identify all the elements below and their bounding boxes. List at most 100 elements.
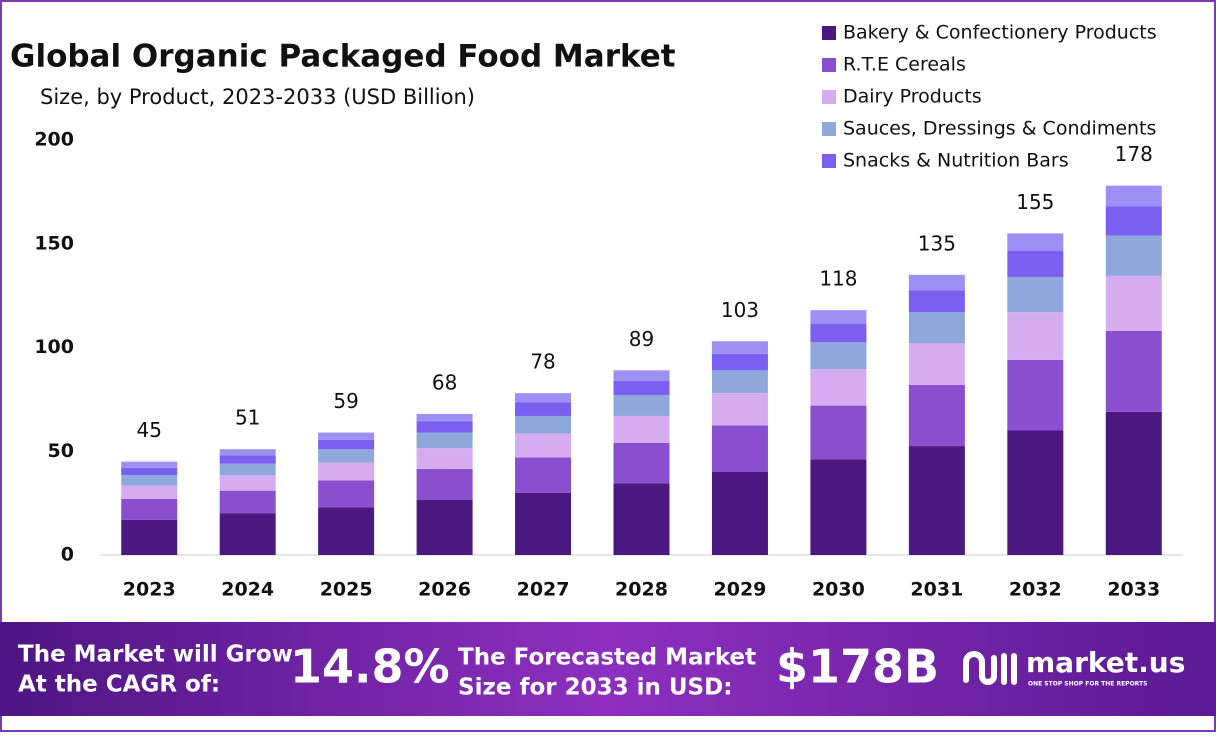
- bar-segment: [219, 455, 276, 464]
- bar-segment: [416, 413, 473, 422]
- forecast-label: Size for 2033 in USD:: [458, 675, 732, 701]
- bar-segment: [711, 425, 768, 472]
- bar-segment: [810, 310, 867, 324]
- bar-segment: [1105, 185, 1162, 207]
- y-tick-label: 50: [48, 440, 74, 462]
- bar-segment: [515, 415, 572, 434]
- bar-segment: [318, 432, 375, 440]
- x-tick-label: 2025: [320, 579, 373, 601]
- bar-segment: [515, 393, 572, 403]
- bar-segment: [219, 463, 276, 476]
- bar-segment: [810, 323, 867, 343]
- bar-segment: [121, 475, 178, 486]
- total-label: 45: [137, 418, 162, 442]
- bar-segment: [1007, 233, 1064, 252]
- bar-segment: [219, 513, 276, 555]
- legend-swatch: [822, 122, 836, 136]
- legend-label: Snacks & Nutrition Bars: [843, 150, 1069, 172]
- bar-segment: [810, 369, 867, 406]
- bar-segment: [908, 384, 965, 447]
- legend-swatch: [822, 58, 836, 72]
- cagr-value: 14.8%: [290, 640, 450, 694]
- x-tick-label: 2023: [123, 579, 176, 601]
- total-label: 155: [1016, 190, 1054, 214]
- total-label: 89: [629, 327, 654, 351]
- bar-segment: [121, 461, 178, 468]
- cagr-label: At the CAGR of:: [18, 672, 220, 698]
- total-label: 103: [721, 298, 759, 322]
- legend-label: Dairy Products: [843, 86, 982, 108]
- bar-segment: [908, 274, 965, 291]
- bar-segment: [1105, 235, 1162, 276]
- forecast-label: The Forecasted Market: [458, 645, 756, 671]
- bar-segment: [219, 475, 276, 491]
- bar-segment: [1105, 206, 1162, 236]
- cagr-label: The Market will Grow: [18, 642, 293, 668]
- bar-segment: [121, 519, 178, 555]
- bar-segment: [318, 462, 375, 481]
- bar-segment: [121, 485, 178, 499]
- bar-segment: [810, 459, 867, 555]
- brand-name: market.us: [1026, 646, 1185, 679]
- bar-segment: [1007, 312, 1064, 360]
- bar-segment: [1007, 430, 1064, 555]
- bar-segment: [219, 490, 276, 514]
- chart-title: Global Organic Packaged Food Market: [10, 39, 676, 75]
- legend-label: Bakery & Confectionery Products: [843, 22, 1157, 44]
- chart-subtitle: Size, by Product, 2023-2033 (USD Billion…: [40, 85, 475, 109]
- bar-segment: [318, 449, 375, 463]
- x-tick-label: 2032: [1009, 579, 1062, 601]
- bar-segment: [515, 402, 572, 416]
- total-label: 178: [1115, 142, 1153, 166]
- bar-segment: [613, 442, 670, 484]
- total-label: 135: [918, 231, 956, 255]
- bar-segment: [908, 312, 965, 344]
- bar-segment: [318, 480, 375, 508]
- bar-segment: [416, 421, 473, 433]
- bar-segment: [711, 393, 768, 426]
- total-label: 78: [530, 350, 555, 374]
- bar-segment: [711, 472, 768, 555]
- x-tick-label: 2024: [221, 579, 274, 601]
- bar-segment: [810, 342, 867, 370]
- bar-segment: [613, 415, 670, 443]
- bar-segment: [219, 449, 276, 456]
- bar-segment: [613, 380, 670, 396]
- bar-segment: [711, 370, 768, 394]
- bar-segment: [1105, 411, 1162, 555]
- bar-segment: [1105, 275, 1162, 331]
- total-label: 59: [333, 389, 358, 413]
- bar-segment: [1007, 276, 1064, 313]
- bar-segment: [810, 405, 867, 460]
- bar-segment: [416, 500, 473, 555]
- x-tick-label: 2026: [418, 579, 471, 601]
- bar-segment: [613, 370, 670, 381]
- x-tick-label: 2031: [910, 579, 963, 601]
- y-tick-label: 150: [34, 232, 74, 254]
- bar-segment: [416, 432, 473, 449]
- bar-segment: [1105, 330, 1162, 412]
- x-tick-label: 2030: [812, 579, 865, 601]
- x-tick-label: 2028: [615, 579, 668, 601]
- legend-label: Sauces, Dressings & Condiments: [843, 118, 1156, 140]
- logo-icon: [963, 651, 1017, 685]
- bar-segment: [515, 433, 572, 458]
- legend-swatch: [822, 154, 836, 168]
- bar-segment: [416, 448, 473, 469]
- bar-segment: [908, 290, 965, 313]
- bar-segment: [121, 467, 178, 476]
- y-tick-label: 200: [34, 129, 74, 151]
- legend-swatch: [822, 26, 836, 40]
- x-tick-label: 2029: [714, 579, 767, 601]
- x-tick-label: 2027: [517, 579, 570, 601]
- total-label: 118: [819, 267, 857, 291]
- forecast-value: $178B: [776, 640, 939, 694]
- bar-segment: [515, 492, 572, 555]
- legend-label: R.T.E Cereals: [843, 54, 966, 76]
- bar-segment: [1007, 251, 1064, 277]
- y-tick-label: 0: [61, 544, 74, 566]
- x-tick-label: 2033: [1107, 579, 1160, 601]
- bar-segment: [416, 468, 473, 501]
